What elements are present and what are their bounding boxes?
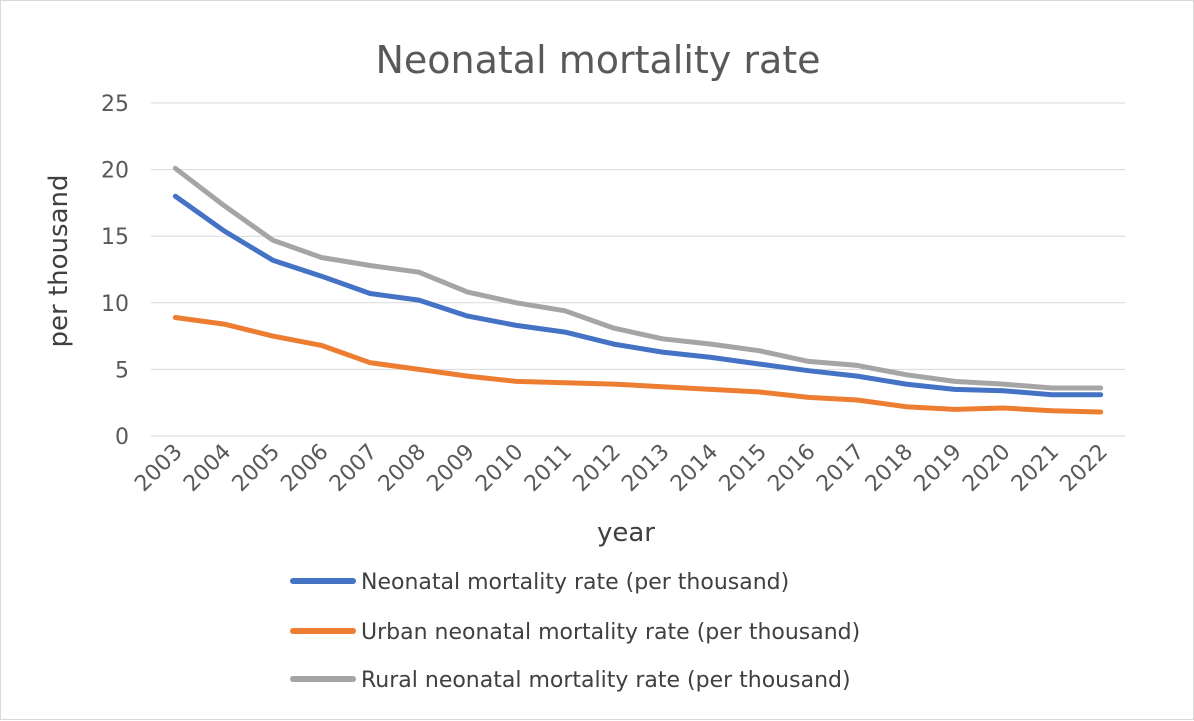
y-axis-title: per thousand [44, 175, 74, 348]
x-tick-label: 2009 [423, 440, 480, 497]
x-tick-label: 2004 [179, 440, 236, 497]
x-tick-label: 2008 [374, 440, 431, 497]
x-tick-label: 2012 [569, 440, 626, 497]
x-tick-label: 2020 [958, 440, 1015, 497]
y-tick-label: 20 [101, 159, 129, 184]
x-tick-label: 2013 [617, 440, 674, 497]
series-line-0 [172, 193, 1104, 398]
y-tick-label: 5 [115, 358, 129, 383]
x-tick-label: 2007 [325, 440, 382, 497]
x-tick-label: 2018 [861, 440, 918, 497]
x-tick-label: 2022 [1056, 440, 1113, 497]
x-tick-label: 2021 [1007, 440, 1064, 497]
x-axis-ticks: 2003200420052006200720082009201020112012… [130, 440, 1113, 497]
x-tick-label: 2019 [910, 440, 967, 497]
x-tick-label: 2010 [471, 440, 528, 497]
series-line-1 [172, 315, 1104, 415]
x-axis-title: year [597, 518, 655, 548]
series-lines [172, 165, 1104, 415]
series-line-2 [172, 165, 1104, 391]
y-axis-ticks: 0 5 10 15 20 25 [101, 92, 129, 450]
x-tick-label: 2006 [276, 440, 333, 497]
y-tick-label: 10 [101, 292, 129, 317]
x-tick-label: 2016 [763, 440, 820, 497]
y-tick-label: 25 [101, 92, 129, 117]
x-tick-label: 2015 [715, 440, 772, 497]
legend-label-2: Rural neonatal mortality rate (per thous… [361, 668, 851, 693]
x-tick-label: 2003 [130, 440, 187, 497]
x-tick-label: 2005 [228, 440, 285, 497]
y-tick-label: 15 [101, 225, 129, 250]
y-tick-label: 0 [115, 425, 129, 450]
gridlines [151, 102, 1125, 437]
x-tick-label: 2017 [812, 440, 869, 497]
legend: Neonatal mortality rate (per thousand) Ur… [290, 570, 860, 693]
x-tick-label: 2014 [666, 440, 723, 497]
chart-title: Neonatal mortality rate [375, 38, 820, 82]
x-tick-label: 2011 [520, 440, 577, 497]
legend-label-0: Neonatal mortality rate (per thousand) [361, 570, 789, 595]
legend-label-1: Urban neonatal mortality rate (per thous… [361, 620, 860, 645]
